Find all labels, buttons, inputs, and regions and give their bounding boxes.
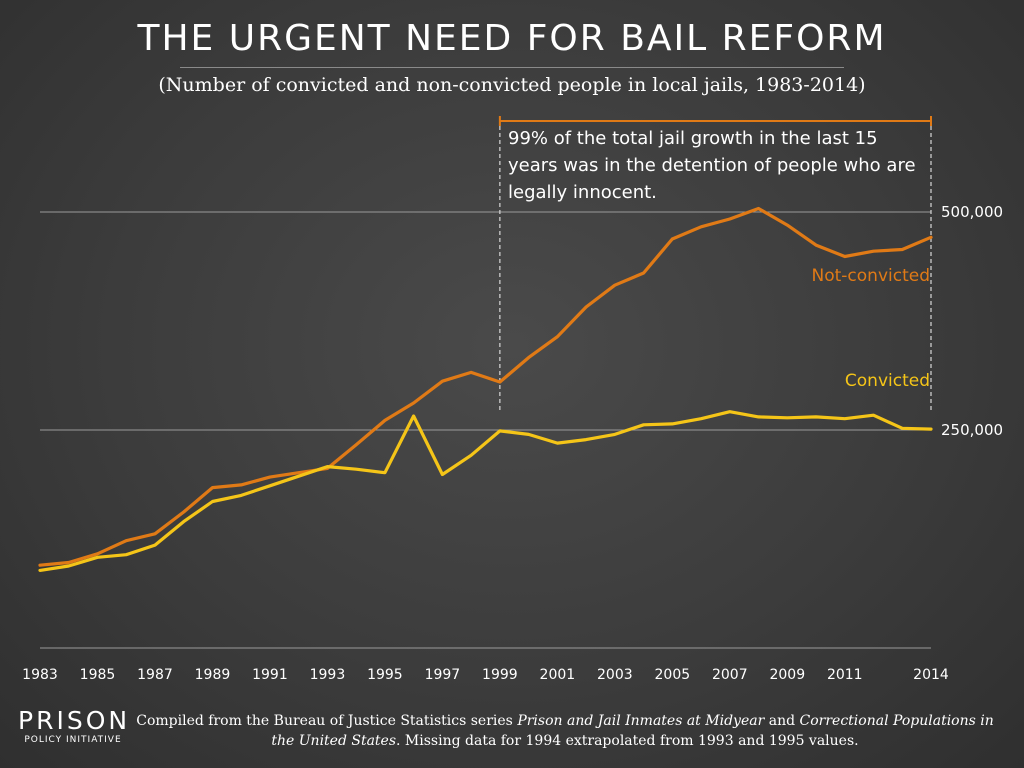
source-text-3: . Missing data for 1994 extrapolated fro… bbox=[396, 733, 859, 749]
x-tick-label: 2011 bbox=[827, 667, 863, 683]
source-text-2: and bbox=[764, 713, 800, 729]
y-tick-label: 250,000 bbox=[941, 421, 1003, 439]
x-tick-label: 1983 bbox=[22, 667, 58, 683]
logo-wordmark: PRISON bbox=[18, 706, 131, 735]
series-labels: Not-convicted Convicted bbox=[812, 266, 931, 391]
x-tick-label: 2003 bbox=[597, 667, 633, 683]
x-tick-label: 1989 bbox=[195, 667, 231, 683]
x-tick-label: 1995 bbox=[367, 667, 403, 683]
x-tick-label: 2014 bbox=[913, 667, 949, 683]
x-tick-label: 2007 bbox=[712, 667, 748, 683]
title-divider bbox=[180, 67, 844, 68]
x-tick-label: 1997 bbox=[425, 667, 461, 683]
x-tick-label: 2005 bbox=[655, 667, 691, 683]
y-tick-label: 500,000 bbox=[941, 203, 1003, 221]
series-label-convicted: Convicted bbox=[845, 371, 930, 391]
x-tick-label: 2009 bbox=[769, 667, 805, 683]
series-line-not-convicted bbox=[38, 206, 933, 567]
source-title-1: Prison and Jail Inmates at Midyear bbox=[517, 713, 765, 729]
prison-policy-initiative-logo: PRISON POLICY INITIATIVE bbox=[18, 708, 128, 746]
annotation-bracket bbox=[498, 116, 932, 410]
series-line-convicted bbox=[38, 410, 933, 573]
x-tick-label: 2001 bbox=[540, 667, 576, 683]
chart-title: THE URGENT NEED FOR BAIL REFORM bbox=[137, 18, 887, 59]
x-tick-label: 1991 bbox=[252, 667, 288, 683]
x-axis-ticks: 1983 1985 1987 1989 1991 1993 1995 1997 1999 2001… bbox=[22, 667, 949, 683]
logo-tagline: POLICY INITIATIVE bbox=[24, 735, 122, 745]
source-text-1: Compiled from the Bureau of Justice Stat… bbox=[136, 713, 518, 729]
series-lines bbox=[38, 206, 933, 573]
source-title-2: Correctional Populations in the United S… bbox=[271, 713, 994, 749]
y-axis-ticks: 250,000 500,000 bbox=[941, 203, 1003, 439]
x-tick-label: 1987 bbox=[137, 667, 173, 683]
x-tick-label: 1999 bbox=[482, 667, 518, 683]
grid-lines bbox=[40, 211, 931, 649]
x-tick-label: 1985 bbox=[80, 667, 116, 683]
x-tick-label: 1993 bbox=[310, 667, 346, 683]
line-chart: 1983 1985 1987 1989 1991 1993 1995 1997 1999 2001… bbox=[22, 116, 1003, 683]
chart-subtitle: (Number of convicted and non-convicted p… bbox=[158, 74, 866, 96]
series-label-not-convicted: Not-convicted bbox=[812, 266, 931, 286]
annotation-text: 99% of the total jail growth in the last… bbox=[508, 128, 916, 203]
source-note: Compiled from the Bureau of Justice Stat… bbox=[136, 711, 994, 751]
